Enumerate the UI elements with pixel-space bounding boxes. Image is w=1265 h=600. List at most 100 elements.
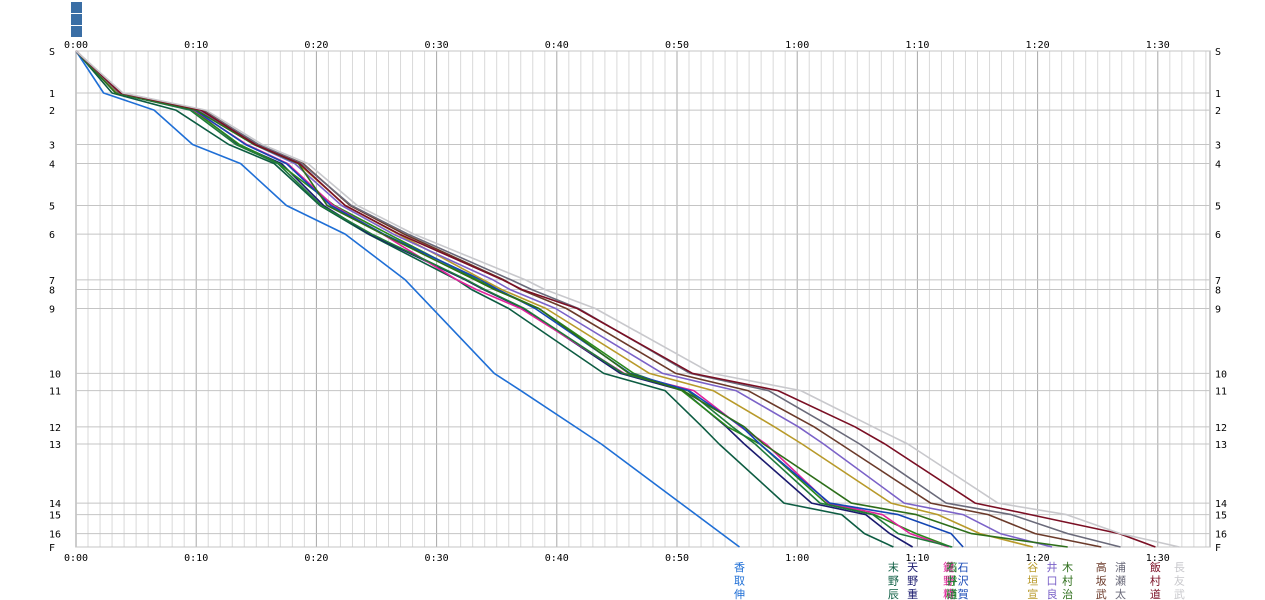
checkpoint-label-right: 9 <box>1215 305 1221 316</box>
series-line <box>75 50 949 548</box>
runner-name-char: 伸 <box>734 588 745 600</box>
x-tick-label-top: 1:10 <box>905 40 929 51</box>
checkpoint-label-right: 12 <box>1215 423 1227 434</box>
checkpoint-label-right: S <box>1215 47 1221 58</box>
runner-name-char: 精 <box>946 588 957 600</box>
runner-name-char: 井 <box>947 574 958 588</box>
checkpoint-label-right: 15 <box>1215 511 1227 522</box>
plot-frame <box>75 50 1211 548</box>
series-line <box>75 50 953 548</box>
checkpoint-label-right: 8 <box>1215 285 1221 296</box>
runner-name-char: 末 <box>888 560 899 574</box>
runner-name-char: 野 <box>946 575 957 588</box>
chart-grid <box>75 50 1211 548</box>
runner-name-char: 野 <box>943 575 954 588</box>
runner-name-char: 精 <box>943 588 954 600</box>
runner-name-char: 坂 <box>1096 575 1107 588</box>
chart-series <box>75 50 1180 548</box>
runner-name-char: 道 <box>947 587 958 600</box>
series-line <box>75 50 952 548</box>
runner-name-char: 井 <box>1047 560 1058 574</box>
runner-name-char: 石 <box>947 561 958 574</box>
runner-name-char: 谷 <box>1027 561 1038 574</box>
legend-swatch-3 <box>71 26 82 37</box>
checkpoint-label-right: 6 <box>1215 230 1221 241</box>
checkpoint-label-right: 5 <box>1215 202 1221 213</box>
runner-name-char: 天 <box>907 561 918 574</box>
x-tick-label-top: 0:10 <box>184 40 208 51</box>
series-line <box>75 50 1121 548</box>
runner-name-char: 村 <box>1062 574 1073 588</box>
x-tick-label-bottom: 0:00 <box>64 553 88 564</box>
x-tick-label-bottom: 0:20 <box>304 553 328 564</box>
x-tick-label-top: 0:20 <box>304 40 328 51</box>
runner-name-char: 取 <box>734 575 745 588</box>
series-line <box>75 50 740 548</box>
checkpoint-label-right: 7 <box>1215 276 1221 287</box>
runner-name-labels: 香取伸末野辰天野重熊野精鍵野精石井道石沢賀谷垣宣井口良木村治高坂武浦瀬太飯村道長… <box>734 560 1185 600</box>
runner-name-char: 瀬 <box>1115 574 1126 588</box>
runner-name-char: 太 <box>1115 588 1126 600</box>
checkpoint-label-left: 16 <box>49 530 61 541</box>
x-tick-label-bottom: 0:40 <box>545 553 569 564</box>
x-tick-label-top: 0:30 <box>425 40 449 51</box>
runner-name-char: 宣 <box>1027 587 1038 600</box>
checkpoint-label-left: 5 <box>49 202 55 213</box>
runner-name-char: 香 <box>734 561 745 574</box>
x-tick-label-bottom: 0:50 <box>665 553 689 564</box>
checkpoint-label-right: 11 <box>1215 387 1227 398</box>
runner-name-char: 沢 <box>958 574 969 588</box>
checkpoint-label-left: 10 <box>49 369 61 380</box>
runner-name-char: 辰 <box>888 588 899 600</box>
checkpoint-label-left: 3 <box>49 140 55 151</box>
runner-name-char: 道 <box>1150 587 1161 600</box>
runner-name-char: 熊 <box>946 560 957 574</box>
x-tick-label-bottom: 0:30 <box>425 553 449 564</box>
runner-name-char: 木 <box>1062 561 1073 574</box>
runner-name-char: 垣 <box>1027 575 1038 588</box>
legend-swatch-1 <box>71 2 82 13</box>
runner-name-char: 武 <box>1096 588 1107 600</box>
x-tick-label-bottom: 1:00 <box>785 553 809 564</box>
x-tick-label-bottom: 1:20 <box>1026 553 1050 564</box>
checkpoint-label-left: 13 <box>49 440 61 451</box>
checkpoint-label-left: 8 <box>49 285 55 296</box>
runner-name-char: 長 <box>1174 561 1185 574</box>
series-line <box>75 50 1156 548</box>
runner-name-char: 野 <box>888 575 899 588</box>
x-tick-label-top: 1:20 <box>1026 40 1050 51</box>
checkpoint-label-left: 1 <box>49 89 55 100</box>
checkpoint-label-right: 13 <box>1215 440 1227 451</box>
checkpoint-label-left: 14 <box>49 499 61 510</box>
checkpoint-label-left: 4 <box>49 160 55 171</box>
runner-name-char: 鍵 <box>943 560 954 574</box>
legend-swatch-2 <box>71 14 82 25</box>
checkpoint-label-right: 1 <box>1215 89 1221 100</box>
runner-name-char: 村 <box>1150 574 1161 588</box>
series-line <box>75 50 1180 548</box>
checkpoint-label-left: 7 <box>49 276 55 287</box>
runner-name-char: 口 <box>1047 575 1058 588</box>
checkpoint-label-left: F <box>49 543 55 554</box>
x-tick-label-top: 1:30 <box>1146 40 1170 51</box>
runner-name-char: 浦 <box>1115 561 1126 574</box>
runner-name-char: 友 <box>1174 574 1185 588</box>
checkpoint-label-right: 4 <box>1215 160 1221 171</box>
checkpoint-label-right: F <box>1215 543 1221 554</box>
x-tick-label-bottom: 1:30 <box>1146 553 1170 564</box>
runner-name-char: 賀 <box>958 588 969 600</box>
checkpoint-label-left: 2 <box>49 106 55 117</box>
series-line <box>75 50 894 548</box>
runner-name-char: 重 <box>907 587 918 600</box>
runner-name-char: 治 <box>1062 587 1073 600</box>
runner-name-char: 武 <box>1174 588 1185 600</box>
x-tick-label-top: 0:00 <box>64 40 88 51</box>
checkpoint-label-left: S <box>49 47 55 58</box>
checkpoint-label-right: 14 <box>1215 499 1227 510</box>
runner-name-char: 野 <box>907 575 918 588</box>
checkpoint-label-right: 3 <box>1215 140 1221 151</box>
x-tick-label-top: 1:00 <box>785 40 809 51</box>
checkpoint-label-left: 9 <box>49 305 55 316</box>
